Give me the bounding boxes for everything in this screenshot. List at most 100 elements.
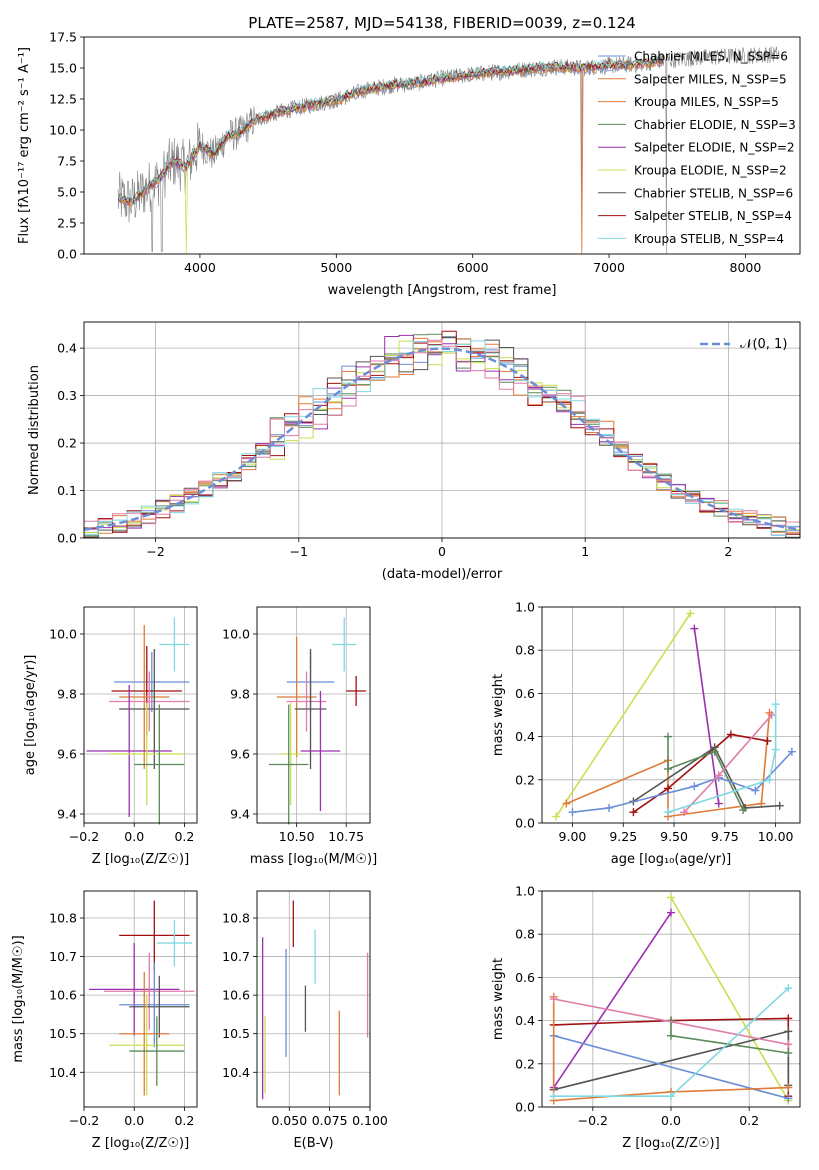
- y-tick-label: 10.7: [222, 949, 250, 964]
- axes-frame: [541, 606, 801, 824]
- x-tick-label: 9.50: [660, 829, 688, 844]
- y-tick-label: 9.6: [230, 747, 250, 762]
- y-axis-label: Flux [fλ10⁻¹⁷ erg cm⁻² s⁻¹ A⁻¹]: [17, 47, 32, 244]
- legend-label: Salpeter MILES, N_SSP=5: [634, 72, 787, 86]
- mass-weight-line: [632, 746, 780, 809]
- plot-area: [117, 46, 780, 254]
- x-tick-label: 10.50: [279, 829, 315, 844]
- mass-weight-line: [632, 733, 768, 813]
- y-tick-label: 0.6: [515, 686, 535, 701]
- x-tick-label: 0.100: [352, 1113, 388, 1128]
- y-tick-label: 10.0: [49, 123, 77, 138]
- legend-label: Salpeter STELIB, N_SSP=4: [634, 209, 792, 223]
- y-tick-label: 0.8: [515, 927, 535, 942]
- legend-label: Kroupa STELIB, N_SSP=4: [634, 232, 784, 246]
- x-tick-label: 7000: [593, 260, 625, 275]
- x-tick-label: −0.2: [69, 829, 99, 844]
- mass-weight-vs-metallicity-panel: −0.2 0.0 0.2 0.0 0.2 0.4 0.6 0.8 1.0 Z [log₁₀(Z/Z…: [491, 884, 801, 1151]
- legend-label: Chabrier MILES, N_SSP=6: [634, 50, 788, 64]
- model-spectrum-line: [117, 53, 664, 204]
- y-tick-label: 10.8: [222, 911, 250, 926]
- y-tick-label: 0.2: [57, 436, 77, 451]
- x-tick-label: 2: [724, 544, 732, 559]
- y-tick-label: 12.5: [49, 92, 77, 107]
- legend-label: Salpeter ELODIE, N_SSP=2: [634, 141, 795, 155]
- y-tick-label: 10.4: [222, 1065, 250, 1080]
- x-tick-label: 9.75: [711, 829, 739, 844]
- spectrum-panel: 4000 5000 6000 7000 8000 0.0 2.5 5.0 7.5 10.0 12.5…: [17, 14, 801, 298]
- legend-label: Chabrier ELODIE, N_SSP=3: [634, 118, 796, 132]
- x-axis-label: age [log₁₀(age/yr)]: [611, 852, 732, 867]
- x-tick-label: 0.0: [124, 1113, 144, 1128]
- mass-weight-line: [693, 628, 720, 804]
- y-tick-label: 0.2: [515, 772, 535, 787]
- y-tick-label: 0.0: [515, 816, 535, 831]
- y-tick-label: 10.8: [49, 911, 77, 926]
- axes-frame: [83, 36, 801, 255]
- x-tick-label: 0.0: [661, 1113, 681, 1128]
- y-axis-label: age [log₁₀(age/yr)]: [23, 655, 38, 776]
- legend-label: Chabrier STELIB, N_SSP=6: [634, 186, 793, 200]
- axes-frame: [83, 321, 801, 539]
- y-tick-label: 9.8: [230, 687, 250, 702]
- mass-weight-line: [670, 897, 789, 1101]
- gaussian-curve: [84, 347, 800, 531]
- x-axis-label: (data-model)/error: [382, 567, 503, 582]
- residual-histogram-panel: −2 −1 0 1 2 0.0 0.1 0.2 0.3 0.4 (data-model)/error…: [27, 321, 801, 582]
- y-axis-label: mass weight: [491, 674, 506, 756]
- y-axis-label: Normed distribution: [27, 365, 42, 495]
- histogram-step: [84, 330, 800, 535]
- y-tick-label: 10.0: [222, 627, 250, 642]
- x-tick-label: 0.2: [739, 1113, 759, 1128]
- y-tick-label: 1.0: [515, 884, 535, 899]
- x-tick-label: 4000: [184, 260, 216, 275]
- y-tick-label: 1.0: [515, 600, 535, 615]
- y-tick-label: 10.6: [49, 988, 77, 1003]
- y-tick-label: 0.1: [57, 483, 77, 498]
- y-tick-label: 9.4: [57, 807, 77, 822]
- x-tick-label: 6000: [457, 260, 489, 275]
- age-vs-metallicity-panel: −0.2 0.0 0.2 9.4 9.6 9.8 10.0 Z [log₁₀(Z/Z☉)] ag…: [23, 606, 198, 867]
- y-tick-label: 2.5: [57, 216, 77, 231]
- y-tick-label: 0.4: [515, 1013, 535, 1028]
- y-tick-label: 7.5: [57, 154, 77, 169]
- y-tick-label: 15.0: [49, 61, 77, 76]
- y-tick-label: 10.0: [49, 627, 77, 642]
- y-tick-label: 0.0: [57, 247, 77, 262]
- x-tick-label: 0.050: [271, 1113, 307, 1128]
- y-tick-label: 10.5: [222, 1026, 250, 1041]
- plot-area: [84, 330, 800, 538]
- x-tick-label: 9.00: [559, 829, 587, 844]
- x-axis-label: Z [log₁₀(Z/Z☉)]: [622, 1136, 719, 1151]
- mass-weight-line: [555, 613, 691, 817]
- y-tick-label: 0.4: [515, 729, 535, 744]
- x-tick-label: −2: [146, 544, 164, 559]
- y-tick-label: 0.0: [515, 1100, 535, 1115]
- x-tick-label: 0: [438, 544, 446, 559]
- histogram-step: [84, 339, 800, 526]
- y-axis-label: mass [log₁₀(M/M☉)]: [11, 935, 26, 1062]
- x-tick-label: 5000: [320, 260, 352, 275]
- x-axis-label: Z [log₁₀(Z/Z☉)]: [92, 1136, 189, 1151]
- x-axis-label: wavelength [Angstrom, rest frame]: [328, 283, 557, 298]
- y-tick-label: 9.8: [57, 687, 77, 702]
- y-tick-label: 0.2: [515, 1056, 535, 1071]
- x-axis-label: Z [log₁₀(Z/Z☉)]: [92, 852, 189, 867]
- axes-frame: [83, 890, 198, 1108]
- x-tick-label: 0.2: [174, 829, 194, 844]
- x-tick-label: −0.2: [69, 1113, 99, 1128]
- x-tick-label: −0.2: [578, 1113, 608, 1128]
- x-tick-label: 0.075: [312, 1113, 348, 1128]
- x-tick-label: 10.00: [758, 829, 794, 844]
- legend-label: 𝒩(0, 1): [740, 337, 787, 352]
- y-axis-label: mass weight: [491, 958, 506, 1040]
- y-tick-label: 9.4: [230, 807, 250, 822]
- legend-label: Kroupa MILES, N_SSP=5: [634, 95, 779, 109]
- x-tick-label: 0.0: [124, 829, 144, 844]
- y-tick-label: 10.7: [49, 949, 77, 964]
- x-tick-label: 9.25: [609, 829, 637, 844]
- y-tick-label: 0.0: [57, 531, 77, 546]
- x-tick-label: 0.2: [174, 1113, 194, 1128]
- y-tick-label: 10.4: [49, 1065, 77, 1080]
